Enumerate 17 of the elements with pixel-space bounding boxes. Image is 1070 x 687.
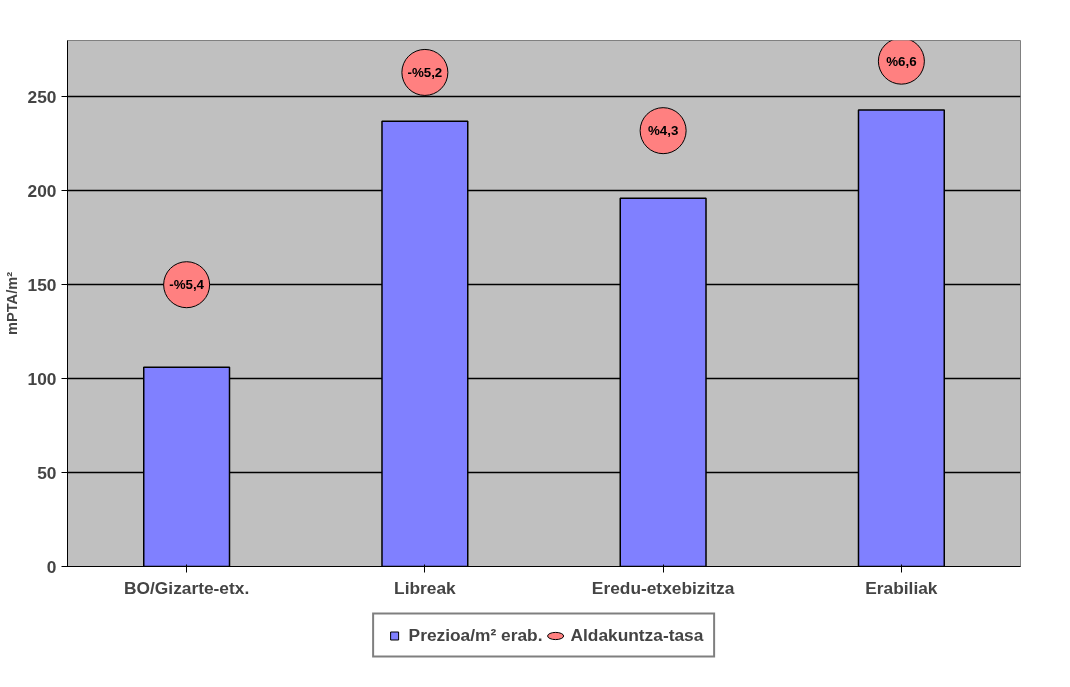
y-tick-label: 100 — [27, 368, 57, 389]
legend-label: Prezioa/m² erab. — [408, 624, 543, 646]
y-axis-title: mPTA/m² — [3, 271, 20, 336]
y-tick-label: 150 — [27, 274, 57, 295]
legend-label: Aldakuntza-tasa — [570, 624, 704, 646]
x-tick-label: Eredu-etxebizitza — [591, 577, 735, 598]
annotation: -%5,2 — [407, 64, 443, 80]
y-tick-label: 0 — [46, 556, 57, 577]
annotation: %6,6 — [886, 53, 917, 69]
y-tick-label: 50 — [37, 462, 57, 483]
x-tick-label: BO/Gizarte-etx. — [124, 577, 250, 598]
annotation: -%5,4 — [169, 277, 205, 293]
x-tick-label: Erabiliak — [865, 577, 938, 598]
annotation: %4,3 — [647, 123, 679, 139]
x-tick-label: Libreak — [394, 577, 457, 598]
y-tick-label: 200 — [27, 180, 57, 201]
y-tick-label: 250 — [27, 86, 57, 107]
